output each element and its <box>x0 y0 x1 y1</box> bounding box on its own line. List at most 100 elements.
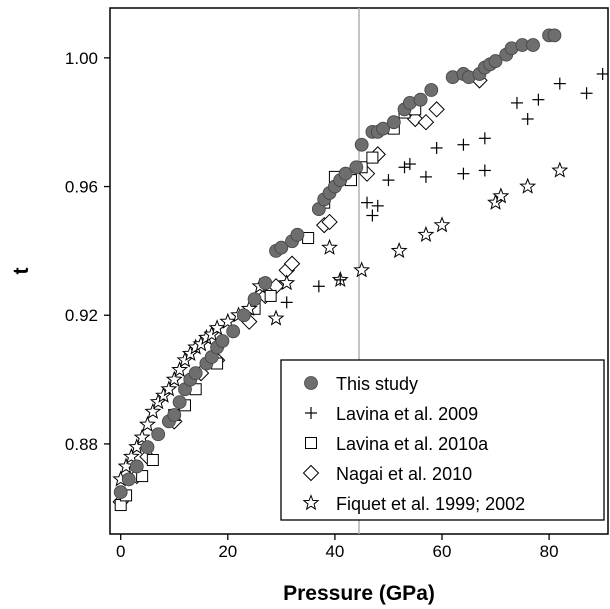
data-point <box>171 361 189 378</box>
data-point <box>208 319 226 336</box>
data-point <box>403 158 416 171</box>
data-point <box>160 380 178 397</box>
legend-label: This study <box>336 374 418 394</box>
data-point <box>334 273 347 286</box>
data-point <box>487 193 505 210</box>
data-point <box>215 334 230 348</box>
data-point <box>376 121 390 136</box>
data-point <box>176 351 194 368</box>
data-point <box>553 77 566 90</box>
data-point <box>366 209 379 222</box>
data-point <box>290 227 305 242</box>
data-point <box>312 280 325 293</box>
data-point <box>551 161 569 178</box>
data-point <box>382 174 395 187</box>
data-point <box>354 137 369 152</box>
x-tick-label: 40 <box>325 542 344 561</box>
x-tick-label: 80 <box>540 542 559 561</box>
x-tick-label: 60 <box>433 542 452 561</box>
data-point <box>165 370 183 387</box>
data-point <box>413 92 428 107</box>
data-point <box>457 167 470 180</box>
x-tick-label: 20 <box>218 542 237 561</box>
data-point <box>428 101 445 118</box>
x-axis: 0 20 40 60 80 <box>116 534 559 561</box>
data-point <box>122 447 140 464</box>
data-point <box>417 114 435 131</box>
legend-label: Fiquet et al. 1999; 2002 <box>336 494 525 514</box>
data-point <box>121 472 136 487</box>
data-point <box>478 164 491 177</box>
legend-box <box>280 359 605 521</box>
series-layer <box>112 28 608 512</box>
data-point <box>274 240 289 255</box>
data-point <box>226 324 241 339</box>
data-point <box>371 199 384 212</box>
legend-marker <box>305 407 317 419</box>
legend-label: Nagai et al. 2010 <box>336 464 472 484</box>
data-point <box>353 261 371 278</box>
data-point <box>321 213 338 231</box>
data-point <box>172 395 187 409</box>
data-point <box>478 132 491 145</box>
legend-marker <box>302 464 320 482</box>
data-point <box>532 93 545 106</box>
data-point <box>149 393 167 410</box>
data-point <box>398 161 411 174</box>
data-point <box>338 166 353 181</box>
data-point <box>236 308 251 323</box>
legend: This study Lavina et al. 2009 Lavina et al… <box>280 359 605 521</box>
data-point <box>519 177 537 194</box>
data-point <box>366 151 379 164</box>
data-point <box>488 54 503 68</box>
data-point <box>321 238 339 255</box>
data-point <box>219 312 237 329</box>
legend-entry: Fiquet et al. 1999; 2002 <box>302 494 525 514</box>
data-point <box>492 187 510 204</box>
data-point <box>521 112 534 125</box>
data-point <box>526 38 540 52</box>
series-plus <box>280 67 608 309</box>
data-point <box>140 440 155 455</box>
data-point <box>192 335 210 352</box>
y-axis-title: t <box>10 268 33 275</box>
legend-marker <box>302 494 320 511</box>
legend-entry: Lavina et al. 2010a <box>305 434 489 454</box>
data-point <box>267 309 285 326</box>
data-point <box>146 454 159 467</box>
series-filled-circle <box>113 28 562 500</box>
x-axis-title: Pressure (GPa) <box>283 582 435 605</box>
data-point <box>349 160 364 175</box>
legend-label: Lavina et al. 2010a <box>336 434 489 454</box>
data-point <box>433 216 451 233</box>
y-tick-label: 0.88 <box>65 435 98 454</box>
legend-entry: Nagai et al. 2010 <box>302 464 472 484</box>
data-point <box>139 415 156 432</box>
legend-marker <box>305 437 317 449</box>
data-point <box>151 427 166 442</box>
data-point <box>596 67 608 80</box>
data-point <box>133 428 151 445</box>
data-point <box>167 408 182 422</box>
data-point <box>129 459 144 474</box>
data-point <box>580 87 593 100</box>
data-point <box>278 274 296 291</box>
legend-entry: This study <box>304 374 418 394</box>
data-point <box>361 196 374 209</box>
data-point <box>144 402 162 419</box>
data-point <box>417 225 435 242</box>
data-point <box>155 386 173 403</box>
data-point <box>419 170 432 183</box>
data-point <box>113 485 128 500</box>
y-tick-label: 1.00 <box>65 49 98 68</box>
data-point <box>386 115 401 130</box>
data-point <box>424 83 439 97</box>
x-tick-label: 0 <box>116 542 125 561</box>
data-point <box>430 141 443 154</box>
data-point <box>283 255 301 272</box>
data-point <box>264 289 277 302</box>
legend-label: Lavina et al. 2009 <box>336 404 478 424</box>
legend-marker <box>304 376 318 390</box>
data-point <box>390 241 408 259</box>
